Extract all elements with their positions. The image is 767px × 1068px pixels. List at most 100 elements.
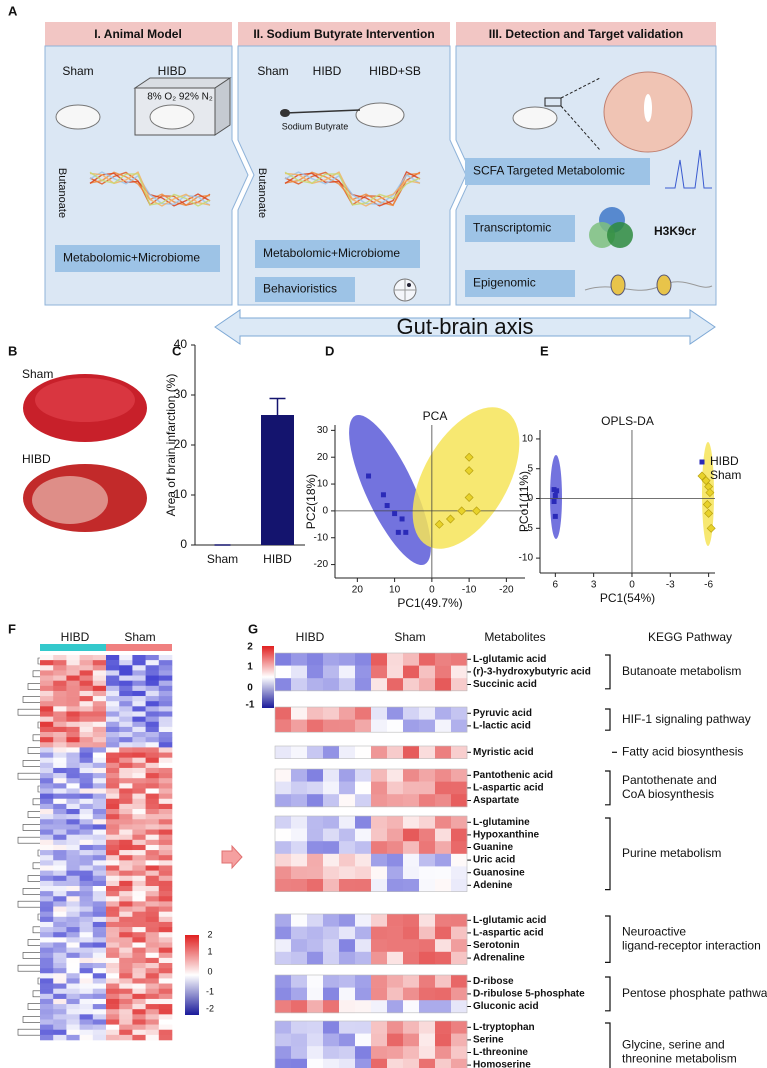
heat-cell	[132, 1029, 146, 1036]
heat-cell	[106, 803, 120, 810]
heat-cell	[419, 1021, 436, 1034]
heat-cell	[66, 778, 80, 784]
heat-cell	[92, 706, 107, 712]
heat-cell	[92, 675, 107, 681]
method-label: SCFA Targeted Metabolomic	[473, 164, 625, 178]
dendrogram	[37, 721, 40, 729]
x-tick-label: 0	[629, 580, 635, 591]
heat-cell	[158, 860, 173, 866]
heat-cell	[158, 839, 173, 846]
heat-cell	[106, 665, 120, 671]
heat-cell	[307, 794, 324, 808]
metabolite: D-ribose	[473, 976, 514, 987]
heat-cell	[275, 866, 292, 880]
heat-cell	[53, 747, 67, 753]
heat-cell	[435, 746, 452, 759]
heat-cell	[40, 957, 54, 964]
heat-cell	[106, 1034, 120, 1041]
heat-cell	[119, 1024, 133, 1031]
heat-cell	[132, 752, 146, 758]
heat-cell	[66, 829, 80, 835]
heat-cell	[387, 794, 404, 808]
heat-cell	[92, 742, 107, 748]
heat-cell	[419, 914, 436, 927]
heat-cell	[53, 860, 67, 866]
heat-cell	[435, 975, 452, 988]
heat-cell	[132, 927, 146, 933]
heat-cell	[66, 957, 80, 964]
heat-cell	[92, 665, 107, 671]
heat-cell	[158, 855, 173, 861]
heat-cell	[40, 844, 54, 851]
heat-cell	[40, 752, 54, 758]
heat-cell	[275, 828, 292, 842]
heat-cell	[53, 973, 67, 979]
heat-cell	[106, 891, 120, 897]
heat-cell	[119, 732, 133, 738]
heat-cell	[79, 952, 94, 959]
heat-cell	[145, 906, 160, 912]
axis-title: Gut-brain axis	[397, 314, 534, 339]
legend-label: Sham	[710, 468, 741, 482]
heat-cell	[307, 879, 324, 892]
heat-cell	[419, 939, 436, 953]
heat-cell	[79, 988, 94, 995]
group-frame	[274, 1020, 468, 1068]
heat-cell	[79, 942, 94, 948]
axis-label: Butanoate	[56, 168, 68, 218]
heat-cell	[145, 978, 160, 984]
heat-cell	[371, 951, 388, 965]
metabolite: L-threonine	[473, 1047, 528, 1058]
heat-cell	[66, 911, 80, 918]
heat-cell	[145, 839, 160, 846]
heat-cell	[79, 716, 94, 723]
heat-cell	[435, 951, 452, 965]
heat-cell	[53, 793, 67, 800]
heat-cell	[323, 841, 340, 855]
heat-cell	[435, 816, 452, 829]
colorbar-label: 1	[247, 662, 253, 673]
heat-cell	[119, 762, 133, 769]
heat-cell	[106, 660, 120, 666]
heat-cell	[106, 855, 120, 861]
heat-cell	[419, 866, 436, 880]
heat-cell	[403, 914, 420, 927]
heat-cell	[355, 951, 372, 965]
heat-cell	[53, 896, 67, 902]
heat-cell	[119, 737, 133, 743]
heat-cell	[387, 719, 404, 733]
heat-cell	[40, 655, 54, 661]
heat-cell	[66, 747, 80, 753]
heat-cell	[435, 926, 452, 940]
heat-cell	[79, 798, 94, 805]
panel-label: F	[8, 621, 16, 636]
y-tick-label: 0	[322, 506, 328, 517]
heat-cell	[387, 781, 404, 795]
heat-cell	[92, 737, 107, 743]
heat-cell	[119, 855, 133, 861]
heat-cell	[79, 963, 94, 969]
heat-cell	[106, 896, 120, 902]
heat-cell	[145, 850, 160, 856]
heat-cell	[132, 660, 146, 666]
heat-cell	[53, 670, 67, 676]
heat-cell	[145, 788, 160, 794]
heat-cell	[307, 678, 324, 692]
trend-line	[284, 171, 421, 206]
heat-cell	[132, 747, 146, 753]
heat-cell	[66, 921, 80, 928]
heat-cell	[119, 680, 133, 687]
heat-cell	[158, 824, 173, 830]
dendrogram	[17, 836, 40, 844]
heat-cell	[53, 829, 67, 835]
heat-cell	[307, 926, 324, 940]
y-axis-label: PC2(18%)	[304, 474, 318, 529]
heat-cell	[79, 803, 94, 810]
heat-cell	[53, 957, 67, 964]
heat-cell	[53, 716, 67, 723]
heat-cell	[403, 1021, 420, 1034]
heat-cell	[132, 937, 146, 943]
heat-cell	[387, 1033, 404, 1047]
heat-cell	[119, 968, 133, 974]
heat-cell	[132, 834, 146, 841]
